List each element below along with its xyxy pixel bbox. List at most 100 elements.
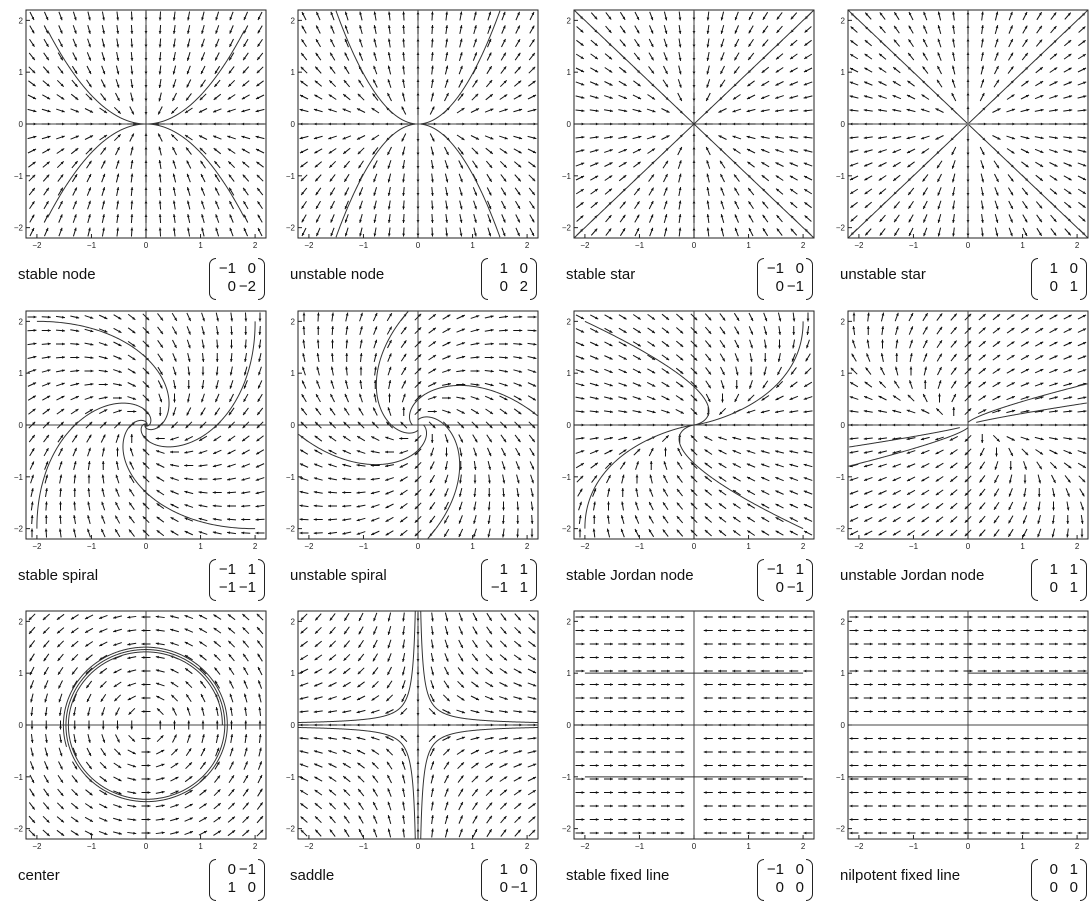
field-arrow (56, 395, 65, 401)
field-arrow (402, 92, 406, 102)
x-tick-label: −2 (32, 241, 42, 250)
field-arrow (330, 393, 335, 403)
field-arrow (760, 436, 770, 440)
field-arrow (328, 160, 337, 169)
field-arrow (789, 81, 799, 86)
field-arrow (893, 214, 900, 223)
field-arrow (528, 613, 536, 621)
field-arrow (775, 380, 784, 389)
field-arrow (370, 517, 380, 522)
trajectory-curve (146, 123, 245, 218)
field-arrow (316, 325, 320, 336)
matrix-entry: 0 (499, 278, 508, 295)
matrix-left-bracket (209, 258, 216, 300)
field-arrow (906, 409, 916, 414)
field-arrow (692, 106, 696, 115)
field-arrow (676, 461, 683, 470)
field-arrow (1020, 409, 1030, 413)
field-arrow (300, 829, 308, 837)
field-arrow (144, 160, 148, 169)
field-arrow (416, 774, 420, 784)
field-arrow (675, 791, 685, 794)
field-arrow (501, 214, 506, 223)
field-arrow (950, 502, 958, 510)
field-arrow (746, 615, 756, 619)
field-arrow (1035, 174, 1044, 182)
field-arrow (170, 831, 179, 835)
field-arrow (70, 816, 79, 823)
field-arrow (186, 734, 191, 743)
field-arrow (705, 393, 711, 403)
field-arrow (963, 750, 973, 754)
field-arrow (589, 696, 599, 700)
field-arrow (431, 186, 434, 197)
field-arrow (199, 680, 207, 689)
field-arrow (314, 421, 322, 429)
field-arrow (749, 352, 753, 363)
field-arrow (515, 38, 521, 48)
field-arrow (158, 65, 162, 75)
field-arrow (314, 668, 323, 674)
field-arrow (1006, 831, 1016, 835)
field-arrow (803, 723, 813, 727)
field-arrow (578, 514, 582, 525)
field-arrow (56, 640, 65, 648)
field-arrow (85, 147, 93, 155)
field-arrow (618, 615, 628, 619)
field-arrow (313, 736, 323, 740)
field-arrow (604, 723, 613, 727)
field-arrow (371, 421, 379, 429)
field-arrow (128, 734, 136, 743)
field-arrow (663, 173, 668, 183)
field-arrow (529, 11, 535, 21)
field-arrow (431, 828, 434, 838)
matrix-entry: 0 (227, 861, 236, 878)
field-arrow (760, 831, 770, 835)
field-arrow (949, 423, 959, 427)
field-arrow (775, 476, 784, 482)
field-arrow (663, 38, 668, 48)
field-arrow (632, 777, 642, 781)
field-arrow (892, 409, 902, 414)
field-arrow (789, 710, 799, 713)
field-arrow (199, 147, 207, 155)
field-arrow (101, 38, 105, 48)
field-arrow (963, 642, 973, 646)
field-arrow (1023, 501, 1027, 511)
field-arrow (760, 656, 770, 659)
field-arrow (761, 174, 770, 182)
matrix-entry: 1 (519, 561, 528, 578)
field-arrow (373, 815, 378, 824)
field-arrow (127, 791, 137, 795)
field-arrow (992, 313, 1001, 321)
field-arrow (416, 146, 420, 156)
field-arrow (706, 79, 711, 88)
field-arrow (760, 710, 770, 713)
field-arrow (618, 382, 628, 387)
field-arrow (416, 92, 420, 102)
field-arrow (604, 368, 613, 374)
field-arrow (299, 504, 309, 508)
field-arrow (43, 434, 50, 443)
field-arrow (849, 67, 859, 73)
field-arrow (603, 436, 614, 440)
matrix-entry: −1 (766, 861, 784, 878)
field-arrow (142, 502, 150, 510)
field-arrow (676, 515, 684, 524)
field-arrow (86, 434, 92, 443)
field-arrow (663, 65, 668, 75)
field-arrow (328, 148, 337, 154)
field-arrow (906, 148, 916, 154)
field-arrow (113, 831, 122, 835)
field-arrow (1020, 831, 1030, 835)
field-arrow (732, 449, 742, 455)
field-arrow (299, 710, 309, 714)
field-arrow (1077, 95, 1087, 99)
field-arrow (1077, 777, 1087, 781)
field-arrow (58, 693, 63, 703)
field-arrow (1063, 669, 1073, 673)
field-arrow (852, 312, 856, 322)
field-arrow (734, 393, 740, 403)
field-arrow (299, 736, 309, 740)
